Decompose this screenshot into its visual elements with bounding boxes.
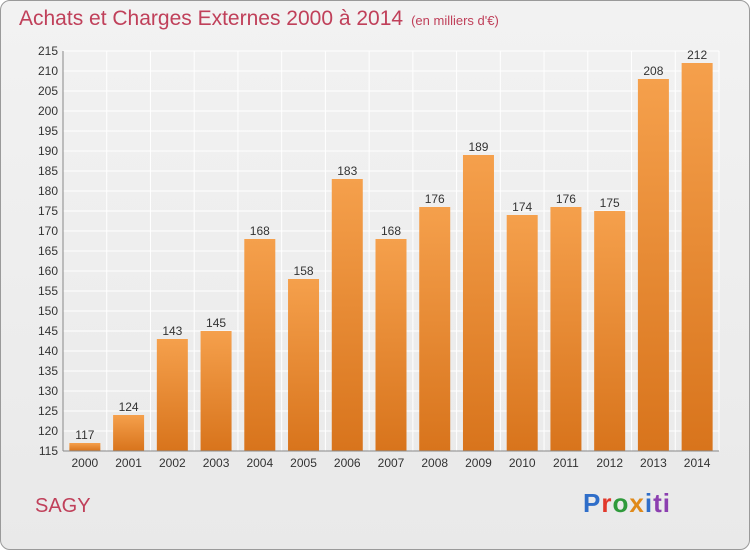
y-tick-label: 120 xyxy=(38,424,58,438)
bar-value-label: 168 xyxy=(381,224,401,238)
x-tick-label: 2007 xyxy=(378,456,405,470)
y-tick-label: 135 xyxy=(38,364,58,378)
bar xyxy=(419,207,451,451)
bar xyxy=(69,443,101,451)
bar-value-label: 143 xyxy=(162,324,182,338)
x-tick-label: 2003 xyxy=(203,456,230,470)
y-tick-label: 130 xyxy=(38,384,58,398)
x-tick-label: 2000 xyxy=(72,456,99,470)
x-tick-label: 2008 xyxy=(421,456,448,470)
bar-value-label: 176 xyxy=(556,192,576,206)
bar-value-label: 168 xyxy=(250,224,270,238)
logo-letter: x xyxy=(629,488,645,518)
logo-letter: P xyxy=(583,488,602,518)
bar xyxy=(331,179,363,451)
y-tick-label: 115 xyxy=(39,444,58,458)
y-tick-label: 140 xyxy=(38,344,58,358)
logo-letter: i xyxy=(644,488,654,518)
axis-layer: 1151201251301351401451501551601651701751… xyxy=(38,44,719,470)
x-tick-label: 2013 xyxy=(640,456,667,470)
bar xyxy=(506,215,538,451)
bar xyxy=(550,207,582,451)
y-tick-label: 205 xyxy=(38,84,58,98)
bar xyxy=(244,239,276,451)
bar xyxy=(594,211,626,451)
y-tick-label: 210 xyxy=(38,64,58,78)
bar-value-label: 212 xyxy=(687,48,707,62)
y-tick-label: 165 xyxy=(38,244,58,258)
bar xyxy=(681,63,713,451)
x-tick-label: 2006 xyxy=(334,456,361,470)
logo-letter: ti xyxy=(653,488,671,518)
bar-value-label: 145 xyxy=(206,316,226,330)
x-tick-label: 2009 xyxy=(465,456,492,470)
city-name: SAGY xyxy=(35,495,91,517)
bar xyxy=(156,339,188,451)
y-tick-label: 185 xyxy=(38,164,58,178)
logo-letter: o xyxy=(612,488,630,518)
y-tick-label: 125 xyxy=(38,404,58,418)
bar-value-label: 183 xyxy=(337,164,357,178)
bar xyxy=(200,331,232,451)
x-tick-label: 2004 xyxy=(246,456,273,470)
bar-value-label: 189 xyxy=(468,140,488,154)
bar-value-label: 124 xyxy=(119,400,139,414)
logo-letter: r xyxy=(601,488,613,518)
y-tick-label: 170 xyxy=(38,224,58,238)
bar-value-label: 176 xyxy=(425,192,445,206)
x-tick-label: 2002 xyxy=(159,456,186,470)
chart-title-block: Achats et Charges Externes 2000 à 2014 (e… xyxy=(19,7,499,31)
chart-subtitle: (en milliers d'€) xyxy=(411,13,499,28)
bar-layer: 117 124 143 145 168 158 183 168 176 189 174 176 175 2… xyxy=(69,48,713,451)
y-tick-label: 190 xyxy=(38,144,58,158)
proxiti-logo: Proxiti xyxy=(583,488,671,519)
x-tick-label: 2014 xyxy=(684,456,711,470)
y-tick-label: 195 xyxy=(38,124,58,138)
chart-title: Achats et Charges Externes 2000 à 2014 xyxy=(19,7,404,30)
bar-value-label: 158 xyxy=(294,264,314,278)
bar xyxy=(637,79,669,451)
x-tick-label: 2012 xyxy=(596,456,623,470)
y-tick-label: 180 xyxy=(38,184,58,198)
y-tick-label: 145 xyxy=(38,324,58,338)
bar xyxy=(113,415,145,451)
bar-value-label: 174 xyxy=(512,200,532,214)
y-tick-label: 215 xyxy=(38,44,58,58)
bar xyxy=(462,155,494,451)
y-tick-label: 150 xyxy=(38,304,58,318)
x-tick-label: 2010 xyxy=(509,456,536,470)
y-tick-label: 175 xyxy=(38,204,58,218)
y-tick-label: 200 xyxy=(38,104,58,118)
y-tick-label: 160 xyxy=(38,264,58,278)
bar-value-label: 175 xyxy=(600,196,620,210)
x-tick-label: 2011 xyxy=(553,456,579,470)
bar xyxy=(288,279,320,451)
bar xyxy=(375,239,407,451)
x-tick-label: 2001 xyxy=(115,456,142,470)
y-tick-label: 155 xyxy=(38,284,58,298)
bar-value-label: 117 xyxy=(75,428,94,442)
bar-value-label: 208 xyxy=(643,64,663,78)
x-tick-label: 2005 xyxy=(290,456,317,470)
